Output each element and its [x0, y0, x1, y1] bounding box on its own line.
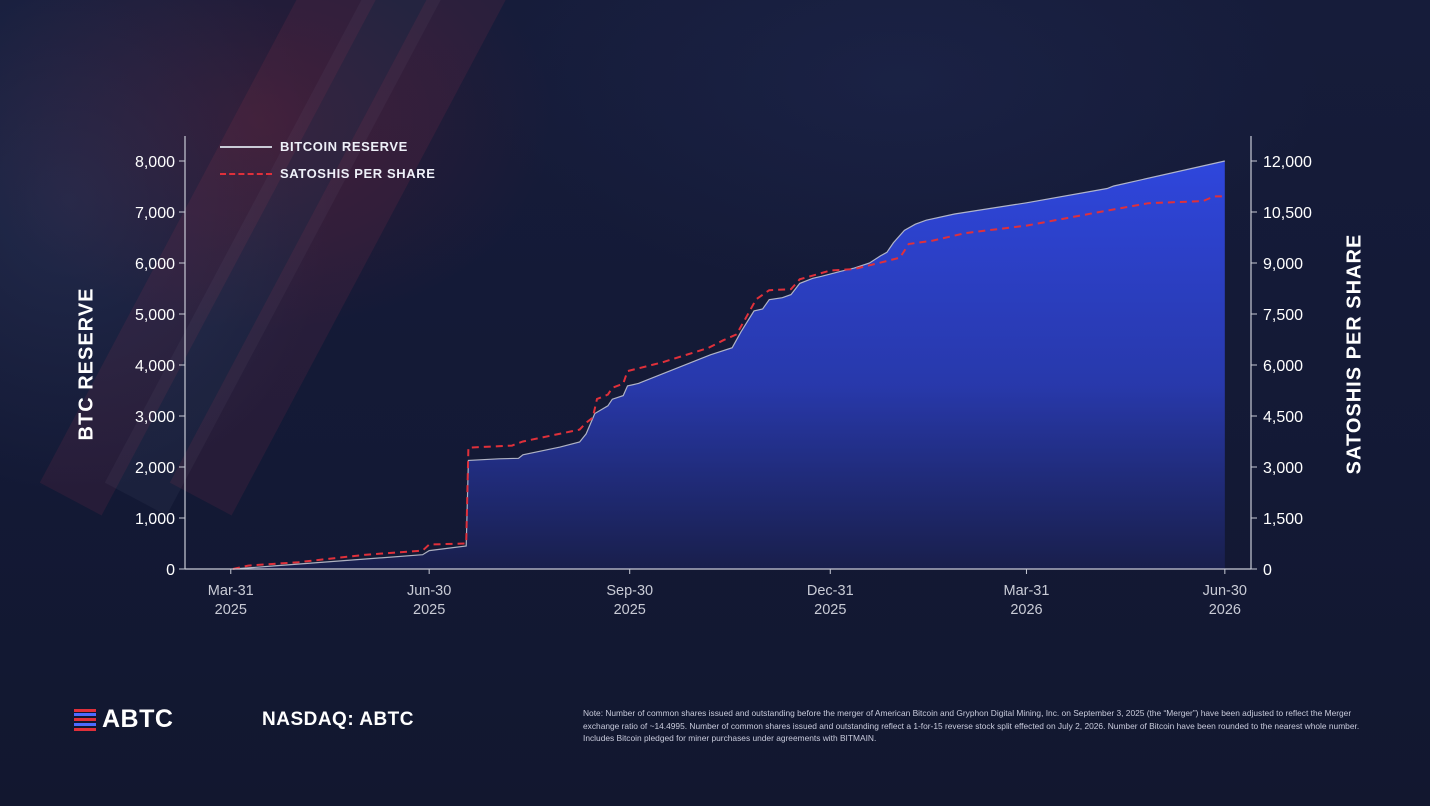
legend-dashed-swatch — [220, 172, 272, 175]
right-axis-title: SATOSHIS PER SHARE — [1343, 233, 1366, 475]
right-tick-label: 4,500 — [1263, 409, 1303, 426]
left-tick-label: 7,000 — [135, 205, 175, 222]
abtc-logo: ABTC — [74, 705, 173, 734]
left-tick-label: 4,000 — [135, 358, 175, 375]
satoshis-per-share-line — [232, 195, 1225, 570]
x-tick-label: Jun-30 — [407, 583, 451, 599]
logo-mark-icon — [74, 708, 96, 731]
bitcoin-reserve-line — [232, 160, 1225, 570]
bitcoin-reserve-area — [232, 161, 1225, 569]
footnote: Note: Number of common shares issued and… — [583, 708, 1360, 743]
left-tick-label: 1,000 — [135, 511, 175, 528]
right-tick-label: 0 — [1263, 562, 1272, 579]
left-tick-label: 3,000 — [135, 409, 175, 426]
right-tick-label: 10,500 — [1263, 205, 1312, 222]
right-tick-label: 1,500 — [1263, 511, 1303, 528]
legend-bitcoin-reserve: BITCOIN RESERVE — [220, 139, 408, 154]
legend-label: SATOSHIS PER SHARE — [280, 166, 436, 181]
right-tick-label: 3,000 — [1263, 460, 1303, 477]
right-tick-label: 12,000 — [1263, 154, 1312, 171]
legend-solid-swatch — [220, 145, 272, 148]
x-tick-label: 2026 — [1209, 602, 1241, 618]
x-tick-label: 2025 — [814, 602, 846, 618]
right-tick-label: 9,000 — [1263, 256, 1303, 273]
left-axis-title: BTC RESERVE — [75, 287, 98, 441]
x-tick-label: Dec-31 — [807, 583, 854, 599]
legend-label: BITCOIN RESERVE — [280, 139, 408, 154]
x-tick-label: Jun-30 — [1203, 583, 1247, 599]
x-tick-label: Mar-31 — [1003, 583, 1049, 599]
ticker-label: NASDAQ: ABTC — [262, 709, 415, 730]
x-tick-label: Sep-30 — [606, 583, 653, 599]
x-tick-label: 2025 — [413, 602, 445, 618]
legend-satoshis-per-share: SATOSHIS PER SHARE — [220, 166, 436, 181]
left-tick-label: 5,000 — [135, 307, 175, 324]
x-tick-label: 2025 — [215, 602, 247, 618]
right-tick-label: 7,500 — [1263, 307, 1303, 324]
logo-text: ABTC — [102, 705, 174, 733]
left-tick-label: 0 — [166, 562, 175, 579]
left-tick-label: 2,000 — [135, 460, 175, 477]
right-tick-label: 6,000 — [1263, 358, 1303, 375]
x-tick-label: Mar-31 — [208, 583, 254, 599]
x-tick-label: 2026 — [1010, 602, 1042, 618]
left-tick-label: 6,000 — [135, 256, 175, 273]
left-tick-label: 8,000 — [135, 154, 175, 171]
x-tick-label: 2025 — [614, 602, 646, 618]
